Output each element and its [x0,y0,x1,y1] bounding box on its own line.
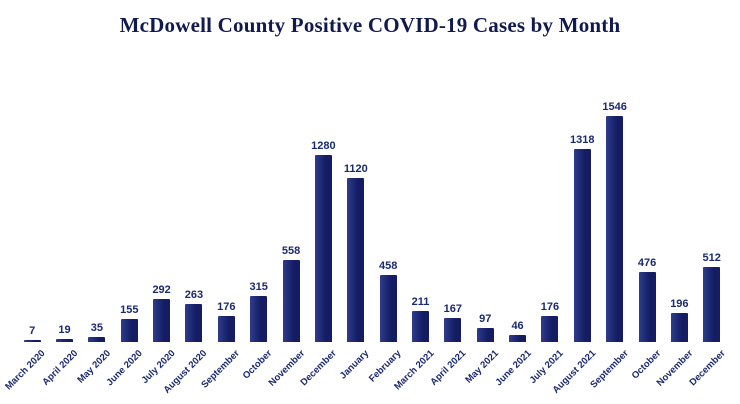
bar-slot: 35 May 2020 [75,52,113,386]
bar-value-label: 211 [411,296,430,308]
bar [217,316,235,342]
bar-value-label: 1120 [343,163,368,175]
bar-slot: 1546 September [588,52,631,391]
bar-slot: 167 April 2021 [429,52,469,388]
bar-slot: 292 July 2020 [139,52,177,386]
bar-slot: 7 March 2020 [4,52,48,392]
bar-slot: 558 November [266,52,307,389]
bar-slot: 46 June 2021 [493,52,533,388]
bar-slot: 1280 December [299,52,339,388]
bar-value-label: 1546 [602,101,627,113]
bar [56,339,74,342]
bar-value-label: 19 [58,324,71,336]
bar-value-label: 7 [29,325,36,337]
bar-value-label: 176 [217,301,236,313]
chart-title: McDowell County Positive COVID-19 Cases … [119,13,621,37]
bar [606,116,624,342]
bar-value-label: 167 [443,303,463,315]
bar [282,260,300,342]
bar-slot: 155 June 2020 [105,52,145,388]
bar-value-label: 476 [637,257,657,269]
bar-value-label: 315 [249,281,268,293]
bar [347,178,365,342]
bar-value-label: 97 [479,313,492,325]
bar [153,299,171,342]
bar-plot: 7 March 2020 19 April 2020 35 May 2020 155 June… [4,52,728,396]
bar-slot: 176 September [200,52,243,391]
bar [411,311,429,342]
bar [444,318,462,342]
bar-slot: 476 October [629,52,663,382]
bar-slot: 19 April 2020 [40,52,80,388]
bar [120,319,138,342]
bar [250,296,268,342]
bar [23,340,41,342]
bar [541,316,559,342]
bar-value-label: 196 [670,298,689,310]
bar-slot: 458 February [367,52,404,385]
bar [185,304,203,342]
bar-slot: 263 August 2020 [162,52,210,396]
bar-value-label: 263 [184,289,204,301]
bar-value-label: 155 [120,304,139,316]
bar [314,155,332,342]
bar [88,337,106,342]
bar-value-label: 292 [152,284,171,296]
bar [703,267,721,342]
x-axis-label: March 2020 [3,348,48,393]
bar-value-label: 176 [540,301,560,313]
bar-slot: 315 October [241,52,275,382]
bar-value-label: 458 [378,260,398,272]
bar-value-label: 512 [702,252,721,264]
bar-slot: 211 March 2021 [392,52,436,392]
bar-slot: 1120 January [338,52,372,382]
bar-slot: 97 May 2021 [463,52,501,386]
bar-value-label: 1318 [570,134,595,146]
bar-slot: 512 December [687,52,728,388]
bar [573,149,591,342]
bar-value-label: 558 [281,245,301,257]
bar-slot: 196 November [655,52,696,389]
bar [379,275,397,342]
bar [638,272,656,342]
bar-value-label: 46 [511,320,524,332]
bar-value-label: 35 [90,322,104,334]
bar [509,335,527,342]
bar [670,313,688,342]
bar-slot: 176 July 2021 [528,52,566,386]
bar-value-label: 1280 [311,140,336,152]
bar [476,328,494,342]
bar-slot: 1318 August 2021 [550,52,598,396]
